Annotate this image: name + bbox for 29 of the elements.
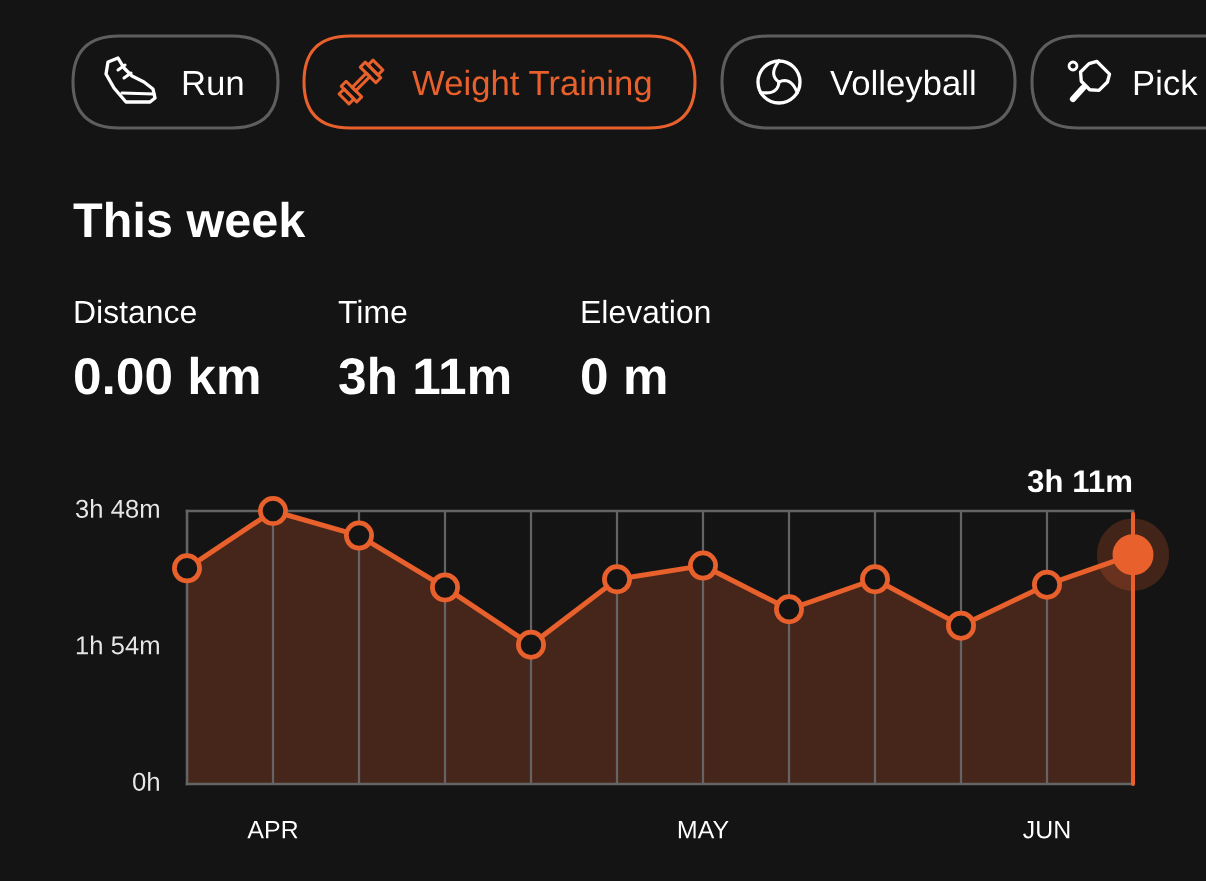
text: 0.00 km <box>75 356 259 395</box>
text: Distance <box>75 299 196 324</box>
x-tick-label: APR <box>247 821 298 839</box>
text: 3h 11m <box>1027 469 1132 493</box>
point <box>172 553 202 584</box>
point <box>344 520 374 551</box>
point <box>602 564 632 595</box>
text: Weight Training <box>412 69 651 103</box>
text: Run <box>183 71 243 96</box>
text: 0h <box>133 772 159 791</box>
point <box>774 594 804 625</box>
text: Volleyball <box>830 69 975 103</box>
text: Time <box>338 299 407 324</box>
text: 1h 54m <box>76 635 159 655</box>
x-tick-label: MAY <box>678 821 729 839</box>
text: Elevation <box>582 299 710 324</box>
point <box>516 629 546 660</box>
point <box>860 564 890 595</box>
point <box>688 550 718 581</box>
point <box>1032 569 1062 600</box>
point <box>258 496 288 526</box>
text: 3h 48m <box>75 499 159 518</box>
text: 3h 11m <box>339 356 510 395</box>
text: 0 m <box>582 358 666 395</box>
text: Pick <box>1134 69 1198 96</box>
x-tick-label: JUN <box>1023 821 1070 839</box>
chart-title: This week <box>73 201 306 238</box>
point <box>946 610 976 641</box>
point <box>430 572 460 603</box>
